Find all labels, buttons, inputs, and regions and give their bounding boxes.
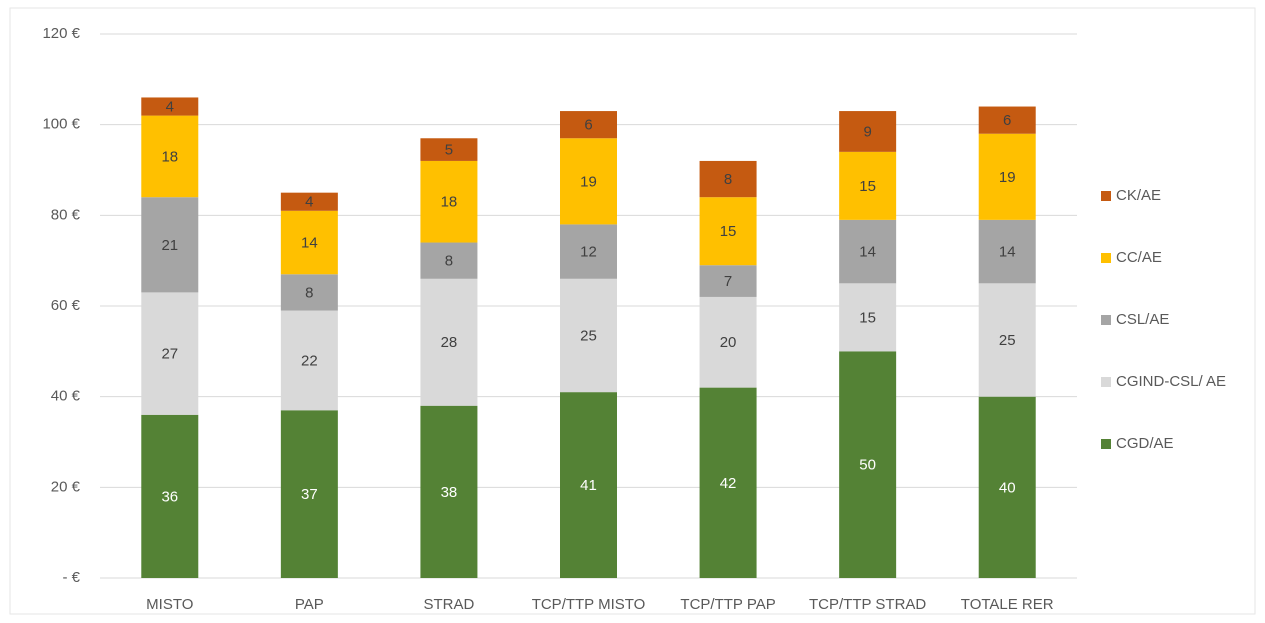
legend-label: CGD/AE [1116, 435, 1174, 452]
x-tick-label: TCP/TTP MISTO [532, 596, 646, 613]
bar-segment [420, 138, 478, 161]
y-tick-label: 20 € [51, 478, 81, 495]
data-label: 7 [724, 273, 732, 290]
data-label: 4 [166, 99, 174, 116]
data-label: 21 [161, 237, 178, 254]
bar-segment [699, 296, 757, 388]
x-tick-label: TOTALE RER [961, 596, 1054, 613]
data-label: 12 [580, 244, 597, 261]
legend-swatch [1101, 377, 1111, 387]
y-tick-label: 120 € [42, 25, 80, 42]
legend-label: CGIND-CSL/ AE [1116, 373, 1226, 390]
bar-segment [420, 242, 478, 279]
bar-segment [560, 138, 617, 225]
bar-segment [280, 310, 338, 411]
data-label: 9 [863, 123, 871, 140]
data-label: 4 [305, 194, 313, 211]
data-label: 15 [859, 178, 876, 195]
data-label: 22 [301, 352, 318, 369]
bar-segment [141, 97, 199, 116]
bar-segment [978, 219, 1036, 284]
data-label: 28 [441, 334, 458, 351]
bar-segment [978, 106, 1036, 134]
legend-swatch [1101, 253, 1111, 263]
data-label: 41 [580, 477, 597, 494]
data-label: 40 [999, 479, 1016, 496]
data-label: 27 [161, 346, 178, 363]
data-label: 14 [859, 244, 876, 261]
bar-segment [839, 283, 897, 352]
data-label: 50 [859, 457, 876, 474]
bar-segment [560, 224, 617, 279]
data-label: 8 [305, 284, 313, 301]
x-tick-label: MISTO [146, 596, 193, 613]
bar-segment [699, 265, 757, 297]
data-label: 8 [724, 171, 732, 188]
data-label: 14 [301, 235, 318, 252]
bar-segment [978, 396, 1036, 578]
bar-segment [560, 111, 617, 139]
bar-segment [280, 192, 338, 211]
data-label: 36 [161, 488, 178, 505]
y-tick-label: 100 € [42, 116, 80, 133]
bar-segment [560, 278, 617, 393]
bar-segment [420, 405, 478, 578]
x-tick-label: TCP/TTP STRAD [809, 596, 926, 613]
data-label: 18 [441, 194, 458, 211]
data-label: 25 [580, 327, 597, 344]
y-tick-label: 60 € [51, 297, 81, 314]
data-label: 8 [445, 253, 453, 270]
bar-segment [420, 160, 478, 243]
bar-segment [141, 292, 199, 415]
data-label: 5 [445, 142, 453, 159]
legend-label: CK/AE [1116, 187, 1161, 204]
bar-segment [699, 387, 757, 578]
y-tick-label: - € [62, 569, 80, 586]
y-tick-label: 40 € [51, 388, 81, 405]
data-label: 19 [999, 169, 1016, 186]
x-tick-label: TCP/TTP PAP [680, 596, 775, 613]
bar-segment [141, 197, 199, 293]
legend-swatch [1101, 191, 1111, 201]
data-label: 25 [999, 332, 1016, 349]
y-tick-label: 80 € [51, 206, 81, 223]
bar-segment [141, 414, 199, 578]
bar-segment [839, 219, 897, 284]
bar-segment [280, 210, 338, 275]
bar-segment [280, 274, 338, 311]
data-label: 42 [720, 475, 737, 492]
bar-segment [978, 283, 1036, 397]
data-label: 18 [161, 148, 178, 165]
data-label: 20 [720, 334, 737, 351]
chart-frame [9, 7, 1256, 615]
bar-segment [839, 351, 897, 578]
bar-segment [699, 197, 757, 266]
bar-segment [141, 115, 199, 198]
data-label: 14 [999, 244, 1016, 261]
data-label: 19 [580, 173, 597, 190]
bar-segment [280, 410, 338, 578]
bar-segment [420, 278, 478, 406]
x-tick-label: PAP [295, 596, 324, 613]
data-label: 15 [859, 309, 876, 326]
legend-label: CC/AE [1116, 249, 1162, 266]
data-label: 38 [441, 484, 458, 501]
bar-segment [560, 392, 617, 578]
data-label: 6 [584, 117, 592, 134]
legend-swatch [1101, 439, 1111, 449]
bar-segment [839, 151, 897, 220]
data-label: 6 [1003, 112, 1011, 129]
bar-segment [839, 111, 897, 152]
bar-segment [699, 160, 757, 198]
data-label: 15 [720, 223, 737, 240]
legend-label: CSL/AE [1116, 311, 1169, 328]
data-label: 37 [301, 486, 318, 503]
legend-swatch [1101, 315, 1111, 325]
x-tick-label: STRAD [424, 596, 475, 613]
bar-segment [978, 133, 1036, 220]
